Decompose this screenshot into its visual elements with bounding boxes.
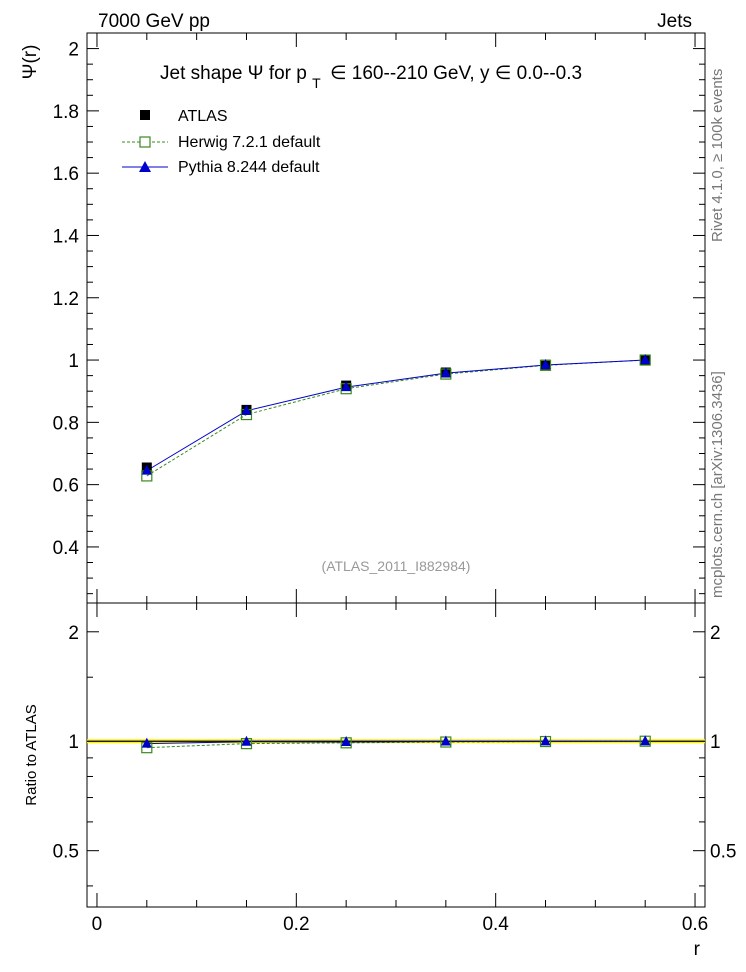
header-left: 7000 GeV pp: [98, 11, 210, 32]
ratio-pythia-point: [141, 737, 152, 748]
pythia-point: [540, 359, 551, 370]
analysis-watermark: (ATLAS_2011_I882984): [322, 558, 471, 574]
legend-herwig-label: Herwig 7.2.1 default: [178, 134, 321, 151]
xtick-label: 0: [92, 914, 103, 935]
legend-herwig-marker: [139, 136, 151, 148]
herwig-line: [146, 359, 646, 477]
title-prefix: Jet shape Ψ for p: [160, 63, 307, 84]
main-ytick-label: 0.6: [53, 476, 79, 497]
pythia-line: [146, 359, 646, 472]
header-right: Jets: [657, 11, 692, 32]
legend: ATLAS Herwig 7.2.1 default Pythia 8.244 …: [122, 108, 321, 176]
ratio-frame: [86, 602, 706, 908]
main-series: [141, 354, 651, 482]
ratio-ytick-label-right: 0.5: [710, 842, 736, 863]
pythia-point: [440, 367, 451, 378]
ratio-pythia-point: [341, 736, 352, 747]
ratio-axis-ticks: 0.5 0.5 1 1 2 2 0 0.2 0.4 0.6: [53, 603, 736, 935]
main-ytick-label: 0.4: [53, 538, 80, 559]
ratio-pythia-line: [146, 740, 646, 745]
main-ylabel: Ψ(r): [20, 45, 41, 80]
ratio-pythia-point: [241, 735, 252, 746]
main-axis-ticks: 0.4 0.6 0.8 1 1.2 1.4 1.6 1.8 2: [53, 33, 705, 603]
ratio-ytick-label-right: 2: [710, 623, 721, 644]
main-ytick-label: 0.8: [53, 413, 79, 434]
xtick-label: 0.6: [682, 914, 708, 935]
title-suffix: ∈ 160--210 GeV, y ∈ 0.0--0.3: [330, 63, 582, 84]
legend-atlas-label: ATLAS: [178, 108, 228, 125]
xlabel: r: [694, 939, 701, 960]
ratio-pythia-point: [540, 735, 551, 746]
pythia-point: [141, 464, 152, 475]
ratio-ylabel: Ratio to ATLAS: [23, 704, 40, 805]
ratio-pythia-point: [440, 735, 451, 746]
chart-title: Jet shape Ψ for p T ∈ 160--210 GeV, y ∈ …: [160, 63, 582, 93]
ratio-ytick-label-left: 2: [68, 623, 79, 644]
pythia-point: [640, 354, 651, 365]
mcplots-label: mcplots.cern.ch [arXiv:1306.3436]: [709, 371, 726, 598]
ratio-pythia-point: [640, 735, 651, 746]
main-ytick-label: 1.8: [53, 102, 79, 123]
ratio-ytick-label-left: 1: [68, 732, 79, 753]
title-subscript: T: [312, 75, 321, 91]
xtick-label: 0.4: [482, 914, 509, 935]
pythia-point: [241, 404, 252, 415]
main-ytick-label: 1.4: [53, 226, 80, 247]
legend-pythia-marker: [139, 161, 151, 172]
pythia-point: [341, 381, 352, 392]
main-ytick-label: 2: [68, 40, 79, 61]
ratio-series: [87, 735, 705, 754]
legend-pythia-label: Pythia 8.244 default: [178, 159, 320, 176]
legend-atlas-marker: [140, 110, 150, 120]
xtick-label: 0.2: [283, 914, 309, 935]
main-ytick-label: 1.2: [53, 289, 79, 310]
main-ytick-label: 1.6: [53, 164, 79, 185]
ratio-plot-frame: [86, 602, 706, 908]
ratio-ytick-label-left: 0.5: [53, 842, 79, 863]
ratio-ytick-label-right: 1: [710, 732, 721, 753]
main-ytick-label: 1: [68, 351, 79, 372]
rivet-label: Rivet 4.1.0, ≥ 100k events: [709, 69, 726, 242]
